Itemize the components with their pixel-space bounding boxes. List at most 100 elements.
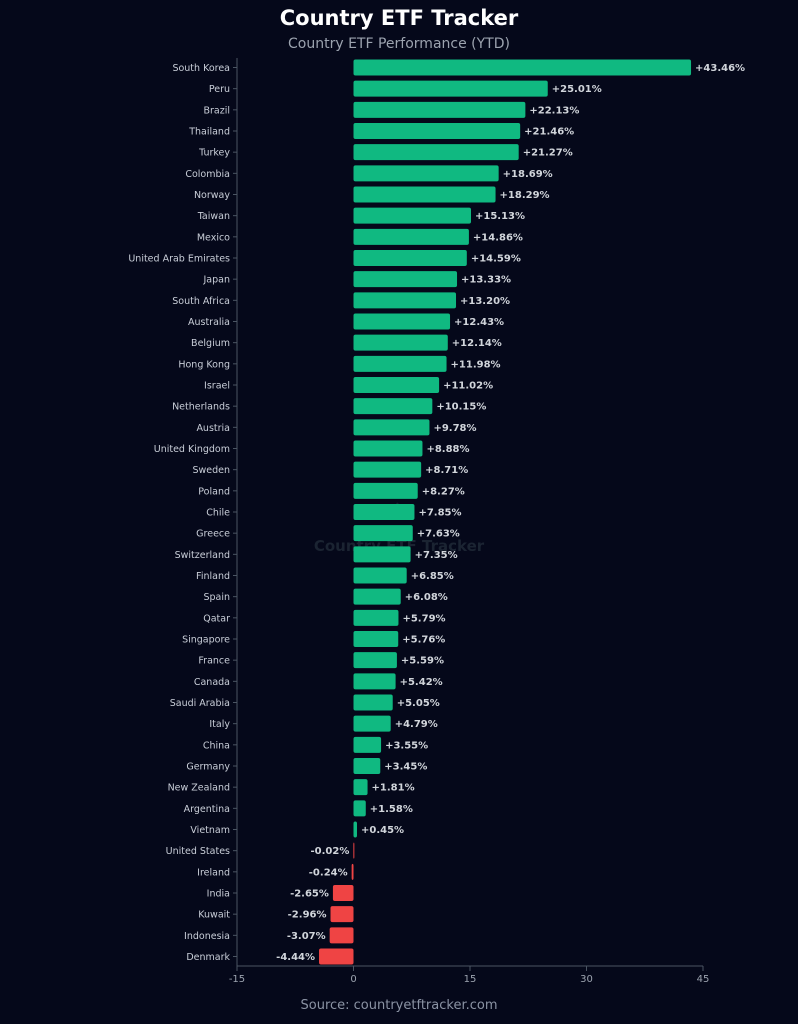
value-label: +1.81% [372, 783, 415, 794]
bar[interactable] [353, 694, 393, 711]
chart-title: Country ETF Tracker [279, 6, 519, 30]
category-label: United Arab Emirates [128, 254, 230, 265]
bar[interactable] [353, 419, 430, 436]
value-label: +7.63% [417, 529, 460, 540]
bar[interactable] [353, 144, 519, 161]
value-label: +5.79% [402, 613, 445, 624]
value-label: +11.02% [443, 381, 493, 392]
value-label: -3.07% [287, 931, 326, 942]
value-label: +8.88% [426, 444, 469, 455]
value-label: +18.69% [503, 169, 553, 180]
bar[interactable] [353, 736, 382, 753]
bar[interactable] [353, 292, 457, 309]
bar[interactable] [353, 355, 447, 372]
bar[interactable] [353, 800, 366, 817]
bar[interactable] [353, 779, 368, 796]
x-tick-label: 15 [464, 974, 477, 985]
bar[interactable] [353, 377, 440, 393]
category-label: Italy [209, 719, 230, 730]
bar[interactable] [353, 313, 451, 330]
category-label: France [198, 656, 230, 667]
category-label: Belgium [191, 338, 230, 349]
bar[interactable] [353, 842, 355, 859]
category-label: Australia [188, 317, 230, 328]
bar[interactable] [353, 821, 357, 838]
value-label: +1.58% [370, 804, 413, 815]
category-label: Norway [194, 190, 230, 201]
category-label: United Kingdom [154, 444, 230, 455]
bar[interactable] [351, 863, 354, 880]
bar[interactable] [353, 673, 396, 690]
bar[interactable] [353, 525, 413, 542]
bar[interactable] [353, 80, 548, 97]
x-tick-label: 0 [350, 974, 356, 985]
category-label: Kuwait [198, 910, 230, 921]
category-label: Saudi Arabia [170, 698, 230, 709]
category-label: Argentina [184, 804, 230, 815]
value-label: +21.46% [524, 127, 574, 138]
bar[interactable] [353, 334, 448, 351]
bar[interactable] [353, 59, 692, 76]
value-label: +9.78% [433, 423, 476, 434]
bar[interactable] [332, 885, 354, 901]
bar[interactable] [353, 228, 469, 245]
value-label: +8.27% [422, 486, 465, 497]
category-label: New Zealand [168, 783, 230, 794]
bar[interactable] [329, 927, 354, 944]
value-label: +7.35% [415, 550, 458, 561]
category-label: Spain [203, 592, 230, 603]
category-label: Greece [196, 529, 230, 540]
bar[interactable] [330, 906, 354, 923]
value-label: +6.85% [411, 571, 454, 582]
bar[interactable] [353, 207, 472, 224]
bar[interactable] [353, 652, 397, 669]
bar[interactable] [319, 948, 354, 965]
value-label: +5.05% [397, 698, 440, 709]
category-label: Qatar [203, 613, 230, 624]
value-label: +22.13% [529, 105, 579, 116]
bar[interactable] [353, 250, 467, 266]
category-label: Denmark [186, 952, 230, 963]
category-label: Thailand [188, 127, 230, 138]
bar[interactable] [353, 186, 496, 203]
value-label: +7.85% [418, 508, 461, 519]
category-label: Poland [198, 486, 230, 497]
bar[interactable] [353, 504, 415, 520]
bar[interactable] [353, 758, 381, 774]
category-label: Netherlands [172, 402, 230, 413]
bar[interactable] [353, 631, 399, 647]
bar[interactable] [353, 123, 521, 139]
bar[interactable] [353, 482, 418, 499]
category-label: Ireland [197, 867, 230, 878]
value-label: +13.20% [460, 296, 510, 307]
bar[interactable] [353, 271, 458, 288]
category-label: Finland [196, 571, 230, 582]
bar[interactable] [353, 440, 423, 457]
x-tick-label: -15 [229, 974, 245, 985]
bar[interactable] [353, 715, 391, 732]
value-label: +4.79% [395, 719, 438, 730]
chart-subtitle: Country ETF Performance (YTD) [288, 36, 510, 52]
category-label: India [207, 889, 230, 900]
value-label: +14.86% [473, 232, 523, 243]
category-label: South Africa [172, 296, 230, 307]
bar[interactable] [353, 567, 407, 584]
value-label: +15.13% [475, 211, 525, 222]
value-label: +3.45% [384, 762, 427, 773]
bar[interactable] [353, 165, 499, 182]
bar[interactable] [353, 461, 422, 478]
category-label: Indonesia [184, 931, 230, 942]
bar[interactable] [353, 398, 433, 415]
category-label: South Korea [172, 63, 230, 74]
category-label: Chile [206, 508, 230, 519]
bar[interactable] [353, 609, 399, 626]
bar[interactable] [353, 546, 411, 563]
bar[interactable] [353, 588, 401, 605]
value-label: +5.76% [402, 635, 445, 646]
category-label: Peru [209, 84, 230, 95]
value-label: +3.55% [385, 740, 428, 751]
value-label: -4.44% [276, 952, 315, 963]
bar[interactable] [353, 101, 526, 118]
value-label: +10.15% [436, 402, 486, 413]
